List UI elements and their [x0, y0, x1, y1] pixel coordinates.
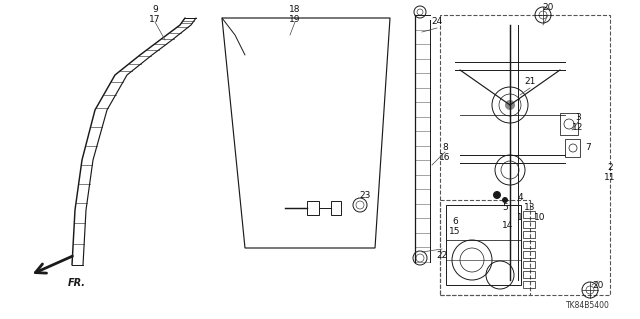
Text: FR.: FR.	[68, 278, 86, 288]
Text: 11: 11	[604, 174, 616, 182]
Text: 19: 19	[289, 16, 301, 25]
Bar	[523, 231, 535, 238]
Bar	[440, 200, 530, 295]
Bar	[446, 205, 521, 285]
Bar	[523, 211, 535, 218]
Bar	[523, 281, 535, 288]
Text: 3: 3	[575, 114, 581, 122]
Text: 22: 22	[436, 250, 447, 259]
Text: 9: 9	[152, 5, 158, 14]
Text: 17: 17	[149, 16, 161, 25]
Text: 13: 13	[524, 203, 536, 211]
Text: 6: 6	[452, 218, 458, 226]
Text: 23: 23	[359, 190, 371, 199]
Text: 2: 2	[607, 164, 613, 173]
Bar	[523, 221, 535, 228]
Text: 14: 14	[502, 220, 514, 229]
Bar	[523, 251, 535, 258]
Circle shape	[502, 197, 508, 203]
Text: 16: 16	[439, 153, 451, 162]
Text: 20: 20	[592, 280, 604, 290]
Circle shape	[505, 100, 515, 110]
Bar	[523, 261, 535, 268]
Text: 7: 7	[585, 144, 591, 152]
Bar	[565, 139, 580, 157]
Bar	[560, 113, 578, 135]
Bar	[523, 271, 535, 278]
Text: 10: 10	[534, 213, 546, 222]
Bar	[523, 241, 535, 248]
Text: 18: 18	[289, 5, 301, 14]
Bar	[307, 201, 319, 215]
Circle shape	[493, 191, 501, 199]
Text: 15: 15	[449, 227, 461, 236]
Text: 4: 4	[517, 192, 523, 202]
Text: 12: 12	[572, 123, 584, 132]
Text: 5: 5	[502, 203, 508, 211]
Text: TK84B5400: TK84B5400	[566, 300, 610, 309]
Text: 21: 21	[524, 78, 536, 86]
Bar	[331, 201, 341, 215]
Text: 20: 20	[542, 4, 554, 12]
Text: 8: 8	[442, 144, 448, 152]
Bar	[440, 15, 610, 295]
Text: 1: 1	[517, 213, 523, 222]
Text: 24: 24	[431, 18, 443, 26]
